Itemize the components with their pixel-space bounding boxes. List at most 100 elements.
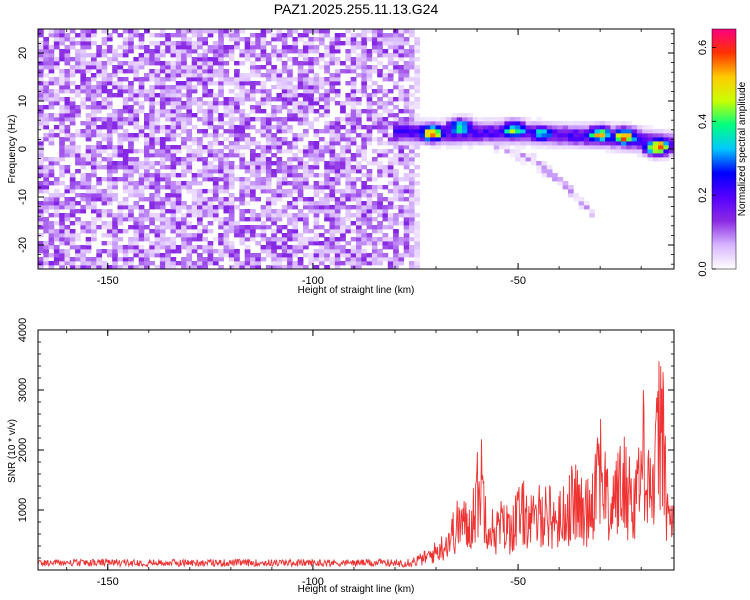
heatmap-cell: [324, 257, 330, 262]
heatmap-cell: [541, 145, 548, 150]
heatmap-cell: [38, 257, 44, 262]
heatmap-cell: [515, 117, 521, 122]
heatmap-cell: [414, 137, 420, 142]
heatmap-cell: [202, 57, 208, 62]
heatmap-cell: [228, 169, 235, 174]
heatmap-cell: [48, 117, 55, 122]
heatmap-cell: [255, 53, 261, 58]
heatmap-cell: [260, 145, 267, 150]
heatmap-cell: [287, 161, 293, 166]
heatmap-cell: [281, 177, 288, 182]
heatmap-cell: [165, 37, 171, 42]
heatmap-cell: [186, 241, 193, 246]
heatmap-cell: [117, 177, 124, 182]
heatmap-cell: [159, 33, 166, 38]
heatmap-cell: [133, 249, 140, 254]
heatmap-cell: [117, 93, 124, 98]
heatmap-cell: [652, 137, 659, 142]
heatmap-cell: [170, 121, 177, 126]
heatmap-cell: [303, 161, 309, 166]
heatmap-cell: [340, 245, 346, 250]
heatmap-cell: [85, 173, 92, 178]
heatmap-cell: [366, 185, 373, 190]
heatmap-cell: [96, 217, 102, 222]
heatmap-cell: [43, 125, 49, 130]
heatmap-cell: [64, 213, 71, 218]
heatmap-cell: [154, 93, 161, 98]
heatmap-cell: [64, 133, 71, 138]
heatmap-cell: [361, 61, 367, 66]
heatmap-cell: [356, 225, 362, 230]
heatmap-cell: [424, 137, 431, 142]
heatmap-cell: [250, 153, 256, 158]
heatmap-cell: [334, 237, 341, 242]
heatmap-cell: [106, 201, 113, 206]
heatmap-cell: [154, 189, 161, 194]
heatmap-cell: [175, 49, 182, 54]
heatmap-cell: [308, 237, 314, 242]
heatmap-cell: [451, 121, 458, 126]
heatmap-cell: [568, 141, 574, 146]
heatmap-cell: [631, 145, 638, 150]
heatmap-cell: [377, 241, 383, 246]
heatmap-cell: [244, 237, 251, 242]
heatmap-cell: [175, 225, 182, 230]
heatmap-cell: [244, 217, 251, 222]
heatmap-cell: [265, 149, 272, 154]
heatmap-cell: [122, 121, 129, 126]
heatmap-cell: [281, 173, 288, 178]
heatmap-cell: [144, 257, 150, 262]
heatmap-cell: [144, 45, 150, 50]
heatmap-cell: [250, 217, 256, 222]
heatmap-cell: [154, 225, 161, 230]
x-tick-label: -100: [302, 275, 324, 287]
heatmap-cell: [265, 145, 272, 150]
heatmap-cell: [271, 249, 277, 254]
heatmap-cell: [101, 117, 108, 122]
heatmap-cell: [122, 197, 129, 202]
heatmap-cell: [138, 37, 145, 42]
heatmap-cell: [239, 213, 246, 218]
heatmap-cell: [165, 157, 171, 162]
heatmap-cell: [260, 89, 267, 94]
heatmap-cell: [191, 61, 198, 66]
heatmap-cell: [318, 105, 325, 110]
heatmap-cell: [393, 129, 399, 134]
heatmap-cell: [281, 101, 288, 106]
heatmap-cell: [170, 161, 177, 166]
heatmap-cell: [668, 149, 674, 154]
heatmap-cell: [80, 105, 87, 110]
heatmap-cell: [106, 249, 113, 254]
heatmap-cell: [329, 261, 336, 266]
heatmap-cell: [181, 173, 187, 178]
heatmap-cell: [387, 97, 394, 102]
colorbar-frame: [711, 28, 737, 270]
heatmap-cell: [48, 89, 55, 94]
heatmap-cell: [456, 113, 463, 118]
heatmap-cell: [287, 205, 293, 210]
heatmap-cell: [552, 177, 558, 182]
heatmap-cell: [170, 101, 177, 106]
heatmap-cell: [387, 37, 394, 42]
heatmap-cell: [159, 29, 166, 34]
heatmap-cell: [117, 217, 124, 222]
heatmap-cell: [43, 241, 49, 246]
heatmap-cell: [589, 121, 595, 126]
heatmap-cell: [144, 57, 150, 62]
heatmap-cell: [96, 181, 102, 186]
heatmap-cell: [149, 53, 155, 58]
heatmap-cell: [170, 89, 177, 94]
heatmap-cell: [334, 241, 341, 246]
heatmap-cell: [414, 213, 420, 218]
heatmap-cell: [149, 221, 155, 226]
heatmap-cell: [38, 169, 44, 174]
heatmap-cell: [366, 177, 373, 182]
heatmap-cell: [313, 217, 320, 222]
heatmap-cell: [594, 125, 601, 130]
heatmap-cell: [38, 61, 44, 66]
heatmap-cell: [165, 257, 171, 262]
heatmap-cell: [541, 133, 548, 138]
heatmap-cell: [239, 49, 246, 54]
heatmap-cell: [578, 121, 585, 126]
heatmap-cell: [387, 205, 394, 210]
